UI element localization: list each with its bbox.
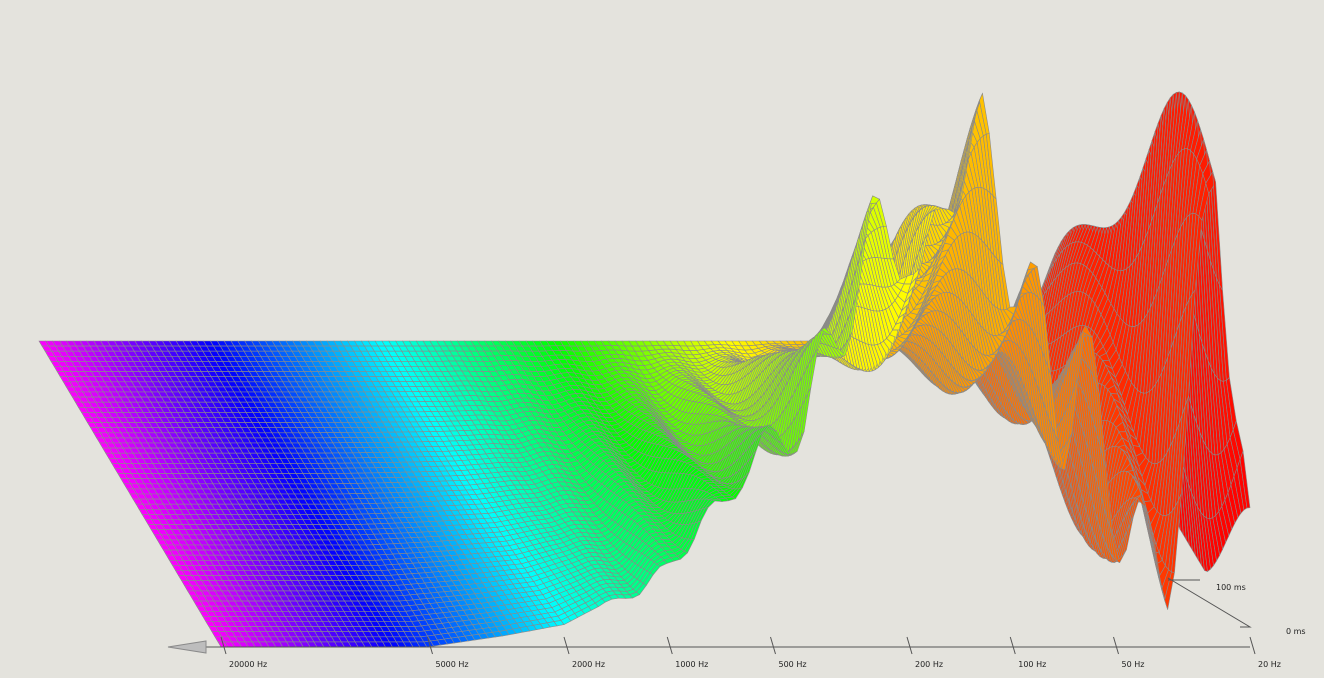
waterfall-surface xyxy=(38,91,1251,648)
